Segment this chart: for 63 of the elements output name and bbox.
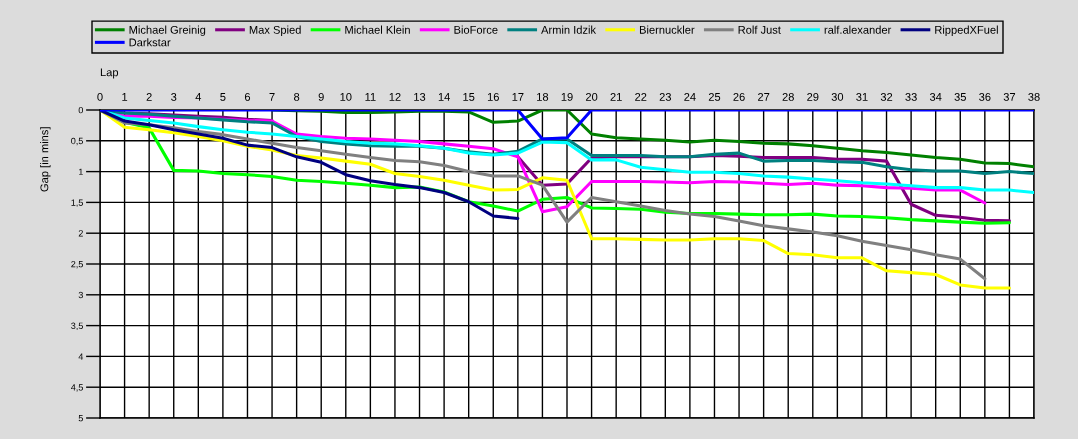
y-axis-title: Gap [in mins] (40, 127, 51, 192)
x-tick-label: 21 (610, 92, 622, 101)
x-tick-label: 4 (195, 93, 202, 101)
x-tick-label: 26 (733, 92, 745, 101)
x-axis-title: Lap (100, 68, 119, 79)
x-tick-label: 12 (389, 92, 401, 101)
y-tick-label: 2,5 (71, 260, 83, 269)
y-tick-label: 4,5 (70, 384, 83, 392)
x-tick-label: 20 (585, 92, 598, 101)
x-tick-label: 13 (414, 92, 426, 101)
legend-label: Michael Greinig (129, 25, 206, 36)
x-tick-label: 27 (758, 92, 770, 101)
legend-label: Max Spied (249, 25, 301, 36)
x-tick-label: 34 (929, 92, 942, 101)
x-tick-label: 17 (512, 93, 524, 101)
y-tick-label: 1 (79, 168, 83, 175)
y-tick-label: 5 (78, 415, 83, 422)
x-tick-label: 2 (146, 92, 152, 101)
x-tick-label: 31 (856, 92, 868, 101)
x-tick-label: 35 (954, 92, 966, 101)
x-tick-label: 37 (1003, 92, 1016, 101)
x-tick-label: 14 (438, 93, 450, 101)
y-tick-label: 0 (78, 106, 83, 114)
legend-label: Armin Idzik (541, 25, 597, 34)
legend-label: RippedXFuel (935, 25, 998, 36)
x-tick-label: 16 (487, 92, 499, 101)
x-tick-label: 29 (807, 92, 819, 101)
x-tick-label: 33 (905, 92, 917, 101)
x-tick-label: 32 (880, 92, 893, 101)
legend-label: ralf.alexander (824, 25, 892, 34)
x-tick-label: 24 (684, 92, 696, 101)
legend-label: BioForce (454, 25, 498, 34)
x-tick-label: 38 (1028, 92, 1040, 101)
x-tick-label: 15 (463, 93, 475, 101)
x-tick-label: 23 (659, 92, 672, 101)
legend-label: Darkstar (129, 38, 171, 47)
x-tick-label: 10 (340, 92, 352, 101)
x-tick-label: 9 (318, 92, 324, 101)
x-tick-label: 5 (220, 93, 226, 101)
x-tick-label: 18 (537, 92, 549, 101)
y-tick-label: 2 (78, 230, 83, 237)
y-tick-label: 3,5 (71, 322, 83, 331)
x-tick-label: 11 (365, 93, 376, 101)
x-tick-label: 36 (979, 92, 991, 101)
y-tick-label: 4 (78, 353, 84, 360)
legend-label: Rolf Just (738, 25, 781, 34)
x-tick-label: 8 (294, 92, 300, 101)
y-tick-label: 1,5 (71, 199, 83, 207)
y-tick-label: 0,5 (71, 137, 83, 146)
y-tick-label: 3 (78, 291, 83, 299)
legend-label: Biernuckler (639, 25, 695, 34)
x-tick-label: 3 (171, 92, 177, 101)
x-tick-label: 7 (269, 93, 275, 101)
x-tick-label: 1 (122, 93, 128, 101)
legend-label: Michael Klein (345, 25, 410, 34)
x-tick-label: 22 (635, 92, 647, 101)
x-tick-label: 19 (561, 92, 573, 101)
x-tick-label: 6 (244, 92, 251, 101)
x-tick-label: 25 (708, 92, 721, 101)
line-series (100, 110, 520, 220)
x-tick-label: 0 (97, 92, 103, 101)
x-tick-label: 28 (782, 92, 794, 101)
x-tick-label: 30 (831, 92, 844, 101)
